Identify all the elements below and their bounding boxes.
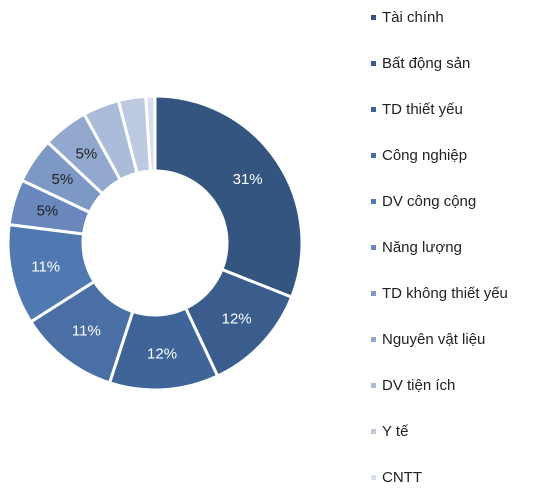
legend-label: TD không thiết yếu [382,285,508,302]
legend-swatch [371,15,376,20]
legend-swatch [371,337,376,342]
data-label: 11% [72,322,101,339]
data-label: 31% [233,171,263,188]
data-label: 12% [147,346,177,363]
legend-label: TD thiết yếu [382,101,463,118]
legend-label: DV công cộng [382,193,476,210]
slice [153,94,304,300]
legend-swatch [371,153,376,158]
data-label: 11% [31,258,60,275]
legend-swatch [371,199,376,204]
legend-label: Tài chính [382,9,444,26]
legend-label: Công nghiệp [382,147,467,164]
data-label: 12% [222,311,252,328]
legend-label: Nguyên vật liệu [382,331,485,348]
legend-swatch [371,291,376,296]
legend-swatch [371,245,376,250]
legend-swatch [371,475,376,480]
slice [144,94,157,173]
legend-swatch [371,429,376,434]
legend-label: Bất động sản [382,55,470,72]
legend-label: Y tế [382,423,409,440]
legend-swatch [371,61,376,66]
legend-label: CNTT [382,469,422,486]
data-label: 5% [76,145,98,162]
data-label: 5% [37,203,59,220]
legend-swatch [371,383,376,388]
data-label: 5% [52,171,74,188]
legend-swatch [371,107,376,112]
legend-label: Năng lượng [382,239,462,256]
legend-label: DV tiện ích [382,377,455,394]
